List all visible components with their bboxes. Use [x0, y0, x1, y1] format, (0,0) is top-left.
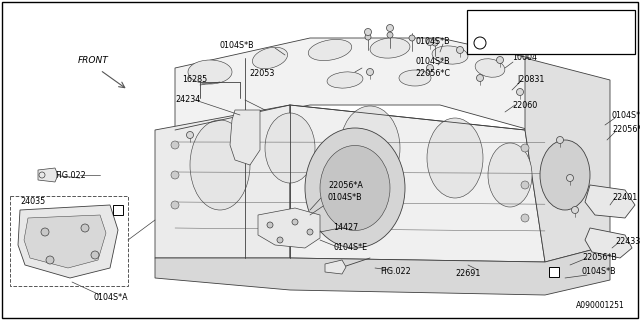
Circle shape: [367, 68, 374, 76]
Bar: [549, 267, 559, 277]
Text: 0104S*B: 0104S*B: [415, 37, 450, 46]
Text: 16285: 16285: [182, 76, 207, 84]
Text: 22401: 22401: [612, 194, 637, 203]
Circle shape: [46, 256, 54, 264]
Text: 22056*A: 22056*A: [328, 180, 363, 189]
Circle shape: [432, 40, 438, 46]
Text: 0104S*B: 0104S*B: [328, 194, 363, 203]
Text: 22433: 22433: [615, 237, 640, 246]
Text: 22056*C: 22056*C: [415, 68, 450, 77]
Circle shape: [171, 141, 179, 149]
Circle shape: [292, 219, 298, 225]
Circle shape: [387, 32, 393, 38]
Text: 22691: 22691: [455, 268, 481, 277]
Circle shape: [521, 214, 529, 222]
Text: A: A: [552, 269, 556, 275]
Circle shape: [365, 28, 371, 36]
Circle shape: [409, 35, 415, 41]
Ellipse shape: [327, 72, 363, 88]
Text: 22056*C: 22056*C: [612, 125, 640, 134]
Text: 0104S*D (-'11MY): 0104S*D (-'11MY): [496, 17, 564, 26]
Polygon shape: [38, 168, 58, 182]
Circle shape: [81, 224, 89, 232]
Ellipse shape: [305, 128, 405, 248]
Ellipse shape: [432, 46, 468, 64]
Circle shape: [41, 228, 49, 236]
Circle shape: [456, 46, 463, 53]
Bar: [113, 205, 123, 215]
Text: FIG.022: FIG.022: [380, 267, 411, 276]
Text: 0104S*B: 0104S*B: [220, 42, 255, 51]
Circle shape: [426, 38, 433, 45]
Ellipse shape: [427, 118, 483, 198]
Text: 10004: 10004: [512, 53, 537, 62]
Circle shape: [267, 222, 273, 228]
Text: 0104S*E: 0104S*E: [333, 244, 367, 252]
Bar: [10, 196, 128, 286]
Text: 0104S*B: 0104S*B: [415, 58, 450, 67]
Polygon shape: [290, 105, 545, 262]
Circle shape: [521, 181, 529, 189]
Ellipse shape: [252, 47, 287, 69]
Polygon shape: [18, 205, 118, 278]
Text: A090001251: A090001251: [576, 301, 625, 310]
Text: A60865 ('12MY-): A60865 ('12MY-): [496, 38, 559, 47]
Circle shape: [572, 206, 579, 213]
Ellipse shape: [320, 146, 390, 230]
Ellipse shape: [475, 59, 505, 77]
Polygon shape: [325, 260, 346, 274]
Ellipse shape: [399, 70, 431, 86]
Circle shape: [307, 229, 313, 235]
Circle shape: [387, 25, 394, 31]
Polygon shape: [258, 208, 320, 248]
Text: FIG.022: FIG.022: [55, 172, 86, 180]
Text: 0104S*A: 0104S*A: [94, 293, 129, 302]
Circle shape: [497, 57, 504, 63]
Circle shape: [557, 137, 563, 143]
Ellipse shape: [190, 120, 250, 210]
Polygon shape: [525, 58, 610, 262]
Ellipse shape: [370, 38, 410, 58]
Polygon shape: [24, 215, 106, 268]
Circle shape: [426, 65, 433, 71]
Text: A: A: [116, 207, 120, 213]
Ellipse shape: [488, 143, 532, 207]
Circle shape: [566, 174, 573, 181]
Ellipse shape: [340, 106, 400, 190]
Text: 24234: 24234: [175, 95, 200, 105]
Circle shape: [477, 75, 483, 82]
Ellipse shape: [188, 60, 232, 84]
Text: J20831: J20831: [517, 75, 545, 84]
Text: 0104S*B: 0104S*B: [612, 111, 640, 121]
Text: 14427: 14427: [333, 223, 358, 233]
Polygon shape: [230, 110, 260, 165]
Circle shape: [277, 237, 283, 243]
Text: 24035: 24035: [20, 197, 45, 206]
Polygon shape: [155, 245, 610, 295]
Ellipse shape: [265, 113, 315, 183]
Polygon shape: [585, 185, 635, 218]
Circle shape: [365, 34, 371, 40]
Circle shape: [91, 251, 99, 259]
Circle shape: [521, 144, 529, 152]
Text: 22060: 22060: [512, 101, 537, 110]
Circle shape: [186, 132, 193, 139]
Text: 22053: 22053: [250, 68, 275, 77]
Text: 1: 1: [499, 28, 504, 36]
Circle shape: [171, 171, 179, 179]
Text: 22056*B: 22056*B: [582, 253, 617, 262]
Polygon shape: [155, 105, 290, 258]
Text: 0104S*B: 0104S*B: [582, 268, 616, 276]
Circle shape: [171, 201, 179, 209]
Text: 1: 1: [477, 17, 483, 26]
Text: FRONT: FRONT: [77, 56, 108, 65]
Bar: [467, 10, 635, 54]
Circle shape: [516, 89, 524, 95]
Polygon shape: [585, 228, 632, 258]
Ellipse shape: [308, 39, 352, 60]
Polygon shape: [175, 38, 530, 130]
Ellipse shape: [540, 140, 590, 210]
